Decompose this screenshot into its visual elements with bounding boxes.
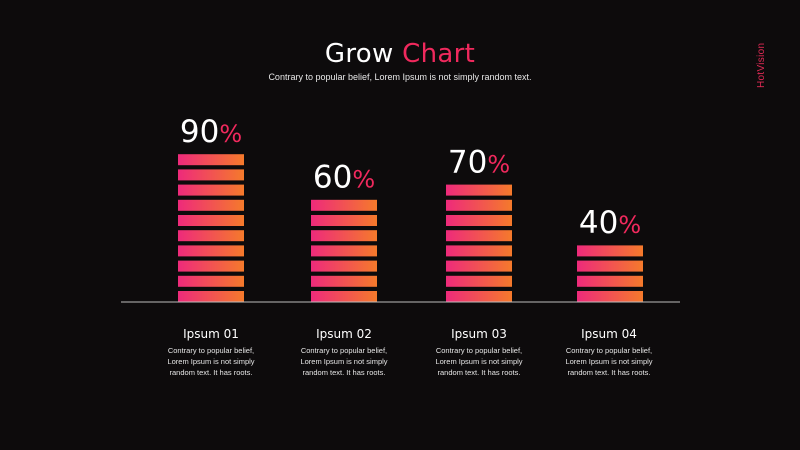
bar-segment: [446, 260, 512, 272]
value-label: 40%: [579, 205, 641, 241]
bar-segment: [178, 184, 244, 196]
value-unit: %: [352, 166, 375, 194]
value-number: 40: [579, 205, 618, 241]
category-label: Ipsum 01: [183, 327, 239, 341]
value-number: 60: [313, 160, 352, 196]
value-unit: %: [219, 120, 242, 148]
value-unit: %: [618, 211, 641, 239]
bar-segment: [178, 275, 244, 287]
bar-segment: [311, 230, 377, 242]
category-label: Ipsum 02: [316, 327, 372, 341]
description-line: Lorem Ipsum is not simply: [167, 357, 255, 366]
bar-segment: [178, 154, 244, 166]
value-number: 70: [448, 144, 487, 180]
bar-segment: [311, 291, 377, 302]
bar-segment: [311, 275, 377, 287]
description-line: Contrary to popular belief,: [435, 346, 523, 355]
bar-segment: [446, 245, 512, 257]
bar-segment: [577, 260, 643, 272]
bar-segment: [446, 291, 512, 302]
bar: [311, 199, 377, 302]
bar-segment: [178, 230, 244, 242]
bar-segment: [446, 215, 512, 226]
category-label: Ipsum 04: [581, 327, 637, 341]
description-line: Lorem Ipsum is not simply: [300, 357, 388, 366]
category-description: Contrary to popular belief, Lorem Ipsum …: [151, 345, 271, 378]
title-part-2: Chart: [402, 39, 476, 69]
category-description: Contrary to popular belief, Lorem Ipsum …: [419, 345, 539, 378]
bar: [446, 184, 512, 302]
bar-segment: [577, 291, 643, 302]
description-line: random text. It has roots.: [567, 368, 651, 377]
chart-subtitle: Contrary to popular belief, Lorem Ipsum …: [268, 72, 532, 82]
bar-segment: [311, 260, 377, 272]
value-label: 90%: [180, 114, 242, 150]
description-line: Contrary to popular belief,: [167, 346, 255, 355]
bar-segment: [577, 275, 643, 287]
bar-segment: [446, 199, 512, 211]
bar-segment: [178, 291, 244, 302]
bar: [577, 245, 643, 302]
description-line: random text. It has roots.: [437, 368, 521, 377]
bar-segment: [178, 199, 244, 211]
bar-segment: [311, 215, 377, 226]
bar-segment: [178, 169, 244, 181]
value-number: 90: [180, 114, 219, 150]
description-line: Contrary to popular belief,: [300, 346, 388, 355]
bar-segment: [446, 275, 512, 287]
bar-segment: [577, 245, 643, 257]
chart-title: Grow Chart: [0, 38, 800, 70]
description-line: random text. It has roots.: [302, 368, 386, 377]
description-line: Lorem Ipsum is not simply: [565, 357, 653, 366]
bar-segment: [178, 215, 244, 226]
category-label: Ipsum 03: [451, 327, 507, 341]
bar: [178, 154, 244, 302]
description-line: Lorem Ipsum is not simply: [435, 357, 523, 366]
description-line: Contrary to popular belief,: [565, 346, 653, 355]
title-part-1: Grow: [324, 39, 394, 69]
value-label: 60%: [313, 160, 375, 196]
category-description: Contrary to popular belief, Lorem Ipsum …: [284, 345, 404, 378]
bar-segment: [311, 245, 377, 257]
description-line: random text. It has roots.: [169, 368, 253, 377]
bar-segment: [178, 260, 244, 272]
value-unit: %: [487, 150, 510, 178]
bar-segment: [446, 230, 512, 242]
bar-segment: [311, 199, 377, 211]
bar-segment: [178, 245, 244, 257]
value-label: 70%: [448, 144, 510, 180]
bar-segment: [446, 184, 512, 196]
category-description: Contrary to popular belief, Lorem Ipsum …: [549, 345, 669, 378]
